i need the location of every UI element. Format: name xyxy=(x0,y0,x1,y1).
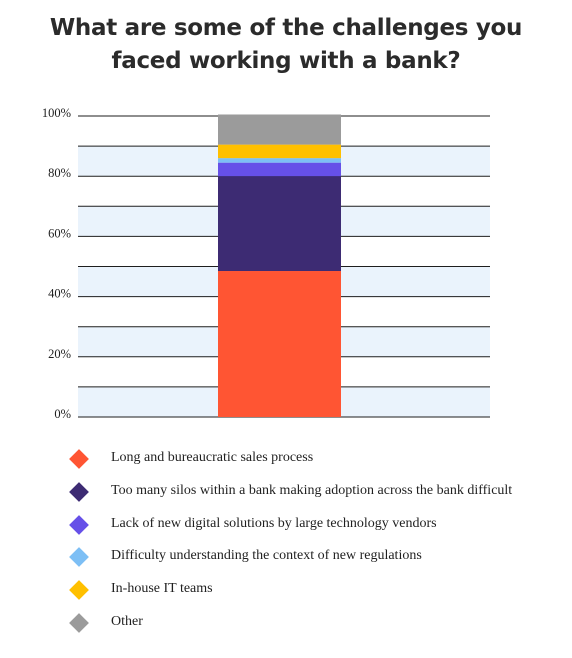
chart-title: What are some of the challenges you face… xyxy=(0,12,572,78)
bar-segment-2 xyxy=(218,176,341,272)
legend-swatch-icon xyxy=(69,481,89,502)
legend-label: Other xyxy=(111,614,143,629)
y-tick-label: 60% xyxy=(48,226,71,240)
y-tick-label: 80% xyxy=(48,166,71,180)
legend-label: Too many silos within a bank making adop… xyxy=(111,482,513,498)
y-tick-label: 100% xyxy=(42,106,71,120)
chart-title-line-1: What are some of the challenges you xyxy=(49,15,523,41)
bar-segment-6 xyxy=(218,114,341,145)
chart-title-line-2: faced working with a bank? xyxy=(111,48,461,74)
legend-swatch-icon xyxy=(69,547,89,568)
legend-label: Long and bureaucratic sales process xyxy=(111,450,314,465)
legend-item: Difficulty understanding the context of … xyxy=(69,546,550,572)
bar-segment-4 xyxy=(218,158,341,163)
y-tick-label: 40% xyxy=(48,287,71,301)
y-tick-label: 0% xyxy=(54,407,71,421)
legend-item: Too many silos within a bank making adop… xyxy=(69,481,550,507)
legend-item: In-house IT teams xyxy=(69,579,550,605)
legend-item: Other xyxy=(69,612,550,638)
legend-label: Lack of new digital solutions by large t… xyxy=(111,515,437,531)
stacked-bar-chart: 0% 20% 40% 60% 80% 100% xyxy=(42,106,490,421)
legend-item: Lack of new digital solutions by large t… xyxy=(69,514,550,540)
legend-label: In-house IT teams xyxy=(111,581,213,597)
y-tick-label: 20% xyxy=(48,347,71,361)
bar-segment-3 xyxy=(218,162,341,177)
legend-swatch-icon xyxy=(69,580,89,601)
bar-segment-1 xyxy=(218,271,341,417)
legend-item: Long and bureaucratic sales process xyxy=(69,448,550,474)
legend-swatch-icon xyxy=(69,449,89,469)
legend-label: Difficulty understanding the context of … xyxy=(111,548,422,564)
legend-swatch-icon xyxy=(69,613,89,633)
legend-swatch-icon xyxy=(69,514,89,535)
bar-segment-5 xyxy=(218,144,341,159)
